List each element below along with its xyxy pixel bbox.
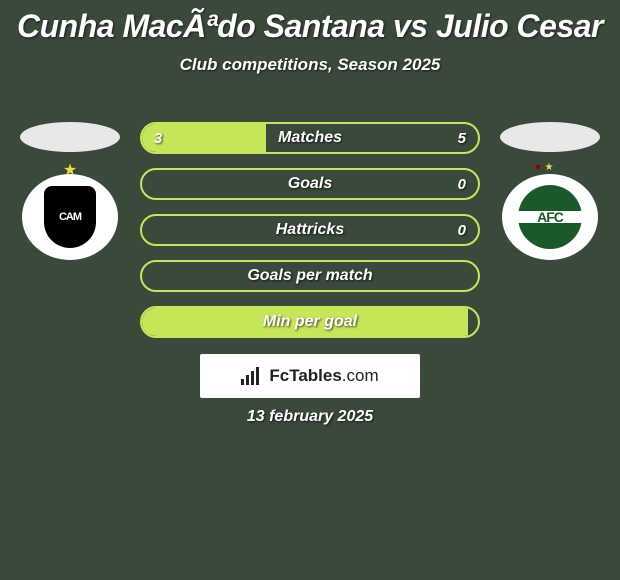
stars-icon: ★★★ bbox=[534, 162, 567, 173]
club-badge-right: ★★★ AFC bbox=[502, 174, 598, 260]
stat-value-right: 0 bbox=[458, 222, 466, 239]
stat-row: Hattricks 0 bbox=[140, 214, 480, 246]
stat-value-left: 3 bbox=[154, 130, 162, 147]
club-badge-left: ★ CAM bbox=[22, 174, 118, 260]
stat-label: Goals per match bbox=[247, 267, 372, 285]
stats-table: 3 Matches 5 Goals 0 Hattricks 0 Goals pe… bbox=[140, 122, 480, 352]
right-player-col: ★★★ AFC bbox=[490, 122, 610, 260]
stat-value-right: 5 bbox=[458, 130, 466, 147]
page-title: Cunha MacÃªdo Santana vs Julio Cesar bbox=[0, 0, 620, 45]
stat-label: Min per goal bbox=[263, 313, 357, 331]
subtitle: Club competitions, Season 2025 bbox=[0, 55, 620, 75]
left-player-col: ★ CAM bbox=[10, 122, 130, 260]
stat-value-right: 0 bbox=[458, 176, 466, 193]
brand-box: FcTables.com bbox=[200, 354, 420, 398]
stat-label: Matches bbox=[278, 129, 342, 147]
stat-label: Goals bbox=[288, 175, 332, 193]
brand-text: FcTables.com bbox=[269, 366, 378, 386]
club-initials-left: CAM bbox=[59, 211, 81, 223]
player-photo-placeholder-left bbox=[20, 122, 120, 152]
stat-row: 3 Matches 5 bbox=[140, 122, 480, 154]
brand-name: FcTables bbox=[269, 366, 341, 385]
stat-row: Goals per match bbox=[140, 260, 480, 292]
player-photo-placeholder-right bbox=[500, 122, 600, 152]
club-ring-right: AFC bbox=[518, 185, 582, 249]
stat-row: Goals 0 bbox=[140, 168, 480, 200]
brand-domain: .com bbox=[342, 366, 379, 385]
club-shield-left: CAM bbox=[44, 186, 96, 248]
comparison-card: Cunha MacÃªdo Santana vs Julio Cesar Clu… bbox=[0, 0, 620, 580]
bars-icon bbox=[241, 367, 263, 385]
stat-row: Min per goal bbox=[140, 306, 480, 338]
stat-label: Hattricks bbox=[276, 221, 344, 239]
star-icon: ★ bbox=[63, 160, 77, 180]
date-label: 13 february 2025 bbox=[0, 408, 620, 426]
club-initials-right: AFC bbox=[537, 209, 563, 225]
